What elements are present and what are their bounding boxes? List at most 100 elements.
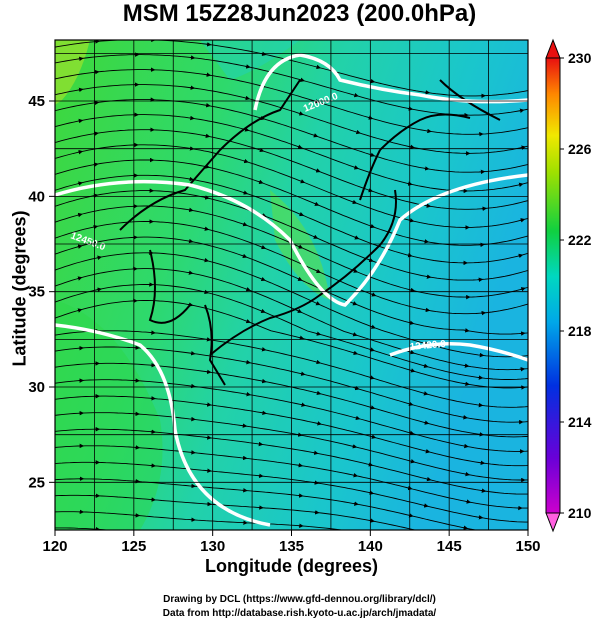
- streamline-arrow: [464, 381, 470, 387]
- colorbar-tick-label: 230: [568, 50, 592, 66]
- credit-dcl: Drawing by DCL (https://www.gfd-dennou.o…: [163, 594, 436, 605]
- streamline-arrow: [518, 182, 524, 188]
- streamline-arrow: [352, 350, 359, 355]
- streamline-arrow: [409, 349, 415, 355]
- streamline-arrow: [188, 207, 194, 213]
- y-tick-label: 35: [28, 284, 45, 301]
- streamline-arrow: [463, 443, 469, 449]
- streamline-arrow: [465, 499, 472, 504]
- streamline: [55, 395, 528, 467]
- streamline-arrow: [352, 472, 359, 478]
- streamline-arrow: [297, 308, 303, 313]
- height-contours: [55, 53, 528, 527]
- streamline: [55, 428, 528, 495]
- streamline-arrow: [205, 72, 212, 77]
- streamline-arrow: [297, 144, 303, 149]
- warm-region-sw: [55, 300, 163, 530]
- streamline-arrow: [425, 203, 432, 208]
- streamline-arrow: [188, 270, 194, 275]
- y-tick-label: 45: [28, 93, 45, 110]
- y-tick-label: 25: [28, 474, 45, 491]
- streamline-arrow: [352, 199, 358, 205]
- streamline-arrow: [355, 415, 361, 421]
- streamline-arrow: [77, 308, 83, 313]
- streamline-arrow: [409, 287, 416, 293]
- streamline-arrow: [188, 176, 195, 182]
- colorbar-tick-label: 218: [568, 323, 592, 339]
- streamline-arrow: [93, 162, 99, 167]
- streamline-arrow: [352, 301, 358, 306]
- streamline-arrow: [96, 255, 103, 260]
- streamline-arrow: [316, 421, 322, 426]
- colorbar-tick-label: 222: [568, 232, 592, 248]
- coastlines: [119, 79, 501, 386]
- streamline-arrow: [245, 64, 251, 69]
- streamline: [55, 445, 528, 509]
- streamline-arrow: [464, 363, 470, 368]
- plot-area: 12000.0 12450.0 12420.0: [55, 40, 528, 530]
- streamline-arrow: [352, 332, 358, 337]
- streamline-arrow: [297, 463, 304, 468]
- streamline-arrow: [519, 218, 526, 223]
- streamline-arrow: [316, 331, 322, 336]
- contour-label: 12420.0: [409, 339, 446, 353]
- streamline-arrow: [299, 211, 305, 217]
- x-tick-label: 130: [200, 538, 225, 555]
- colorbar-tick-label: 210: [568, 505, 592, 521]
- streamline-arrow: [242, 222, 248, 227]
- streamline-arrow: [315, 359, 321, 365]
- streamline-arrow: [261, 244, 267, 250]
- streamline-arrow: [520, 145, 526, 150]
- streamline-arrow: [259, 147, 265, 153]
- streamline: [55, 190, 528, 281]
- streamline-arrow: [423, 363, 429, 368]
- streamline-arrow: [426, 274, 432, 279]
- streamline-arrow: [300, 402, 306, 407]
- x-tick-label: 120: [42, 538, 67, 555]
- x-tick-label: 150: [515, 538, 540, 555]
- streamline-arrow: [423, 239, 430, 244]
- streamline-arrow: [423, 391, 429, 396]
- streamline-arrow: [354, 385, 360, 391]
- streamline-arrow: [77, 276, 83, 281]
- streamline-arrow: [315, 301, 321, 306]
- streamline-arrow: [245, 359, 251, 365]
- streamline-arrow: [245, 287, 251, 292]
- streamline-arrow: [261, 347, 267, 352]
- streamline-arrow: [409, 144, 415, 150]
- streamline: [55, 129, 528, 210]
- streamline-arrow: [410, 459, 416, 464]
- y-tick-label: 30: [28, 379, 45, 396]
- streamline-arrow: [190, 351, 196, 356]
- streamline-arrow: [313, 133, 319, 138]
- streamline-arrow: [424, 166, 430, 171]
- streamline-arrow: [205, 103, 211, 108]
- streamline: [55, 144, 528, 228]
- streamline-arrow: [424, 420, 430, 425]
- streamline-arrow: [353, 501, 359, 506]
- streamline-arrow: [243, 190, 249, 195]
- streamline-arrow: [77, 244, 83, 249]
- streamline: [55, 379, 528, 452]
- x-tick-label: 145: [437, 538, 462, 555]
- streamline-arrow: [464, 328, 470, 333]
- streamline-arrow: [313, 234, 319, 239]
- streamline-arrow: [245, 391, 252, 397]
- streamline-arrow: [299, 77, 305, 82]
- streamline-arrow: [299, 335, 305, 340]
- streamline: [55, 362, 528, 438]
- streamline: [55, 221, 528, 315]
- plot-title: MSM 15Z28Jun2023 (200.0hPa): [122, 0, 477, 27]
- cool-region-n: [200, 40, 300, 80]
- streamline-arrow: [520, 287, 526, 292]
- streamline: [55, 69, 528, 135]
- streamline-arrow: [204, 226, 210, 231]
- colorbar-tick-label: 214: [568, 414, 592, 430]
- streamline-arrow: [371, 292, 377, 297]
- streamline: [55, 205, 528, 298]
- streamline-arrow: [261, 410, 267, 416]
- colorbar-min-arrow: [545, 512, 561, 533]
- streamline: [55, 478, 478, 530]
- warm-region-nw: [55, 40, 90, 105]
